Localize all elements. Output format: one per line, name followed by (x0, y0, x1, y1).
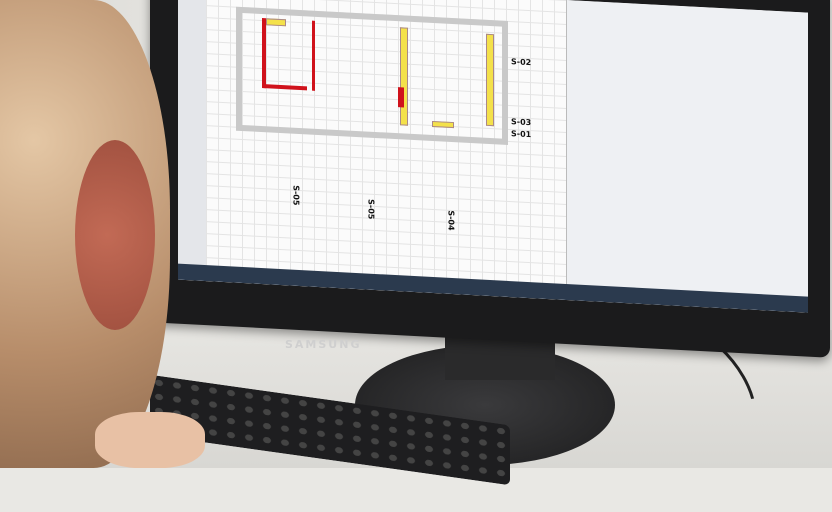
tool-palette[interactable] (178, 0, 207, 282)
wall-yellow (400, 27, 408, 126)
floor-plan (236, 6, 508, 145)
drawing-canvas[interactable]: S-02 S-03 S-01 S-05 S-05 S-04 (206, 0, 566, 300)
wall-red (262, 84, 307, 91)
wall-red (262, 18, 266, 89)
section-label: S-05 (291, 184, 301, 206)
person-hand (95, 412, 205, 468)
person-ear (75, 140, 155, 330)
wall-yellow (266, 18, 286, 27)
section-label: S-02 (511, 57, 532, 68)
section-label: S-01 (511, 129, 532, 140)
section-label: S-03 (511, 117, 532, 128)
monitor: S-02 S-03 S-01 S-05 S-05 S-04 (150, 0, 830, 358)
section-label: S-05 (366, 198, 376, 220)
screen-cad-app: S-02 S-03 S-01 S-05 S-05 S-04 (178, 0, 808, 313)
brand-logo: SAMSUNG (285, 338, 362, 351)
wall-yellow (486, 33, 494, 127)
properties-panel[interactable] (566, 0, 808, 313)
wall-yellow (432, 120, 454, 129)
wall-red (312, 20, 315, 91)
wall-red (398, 87, 404, 108)
section-label: S-04 (446, 210, 456, 231)
